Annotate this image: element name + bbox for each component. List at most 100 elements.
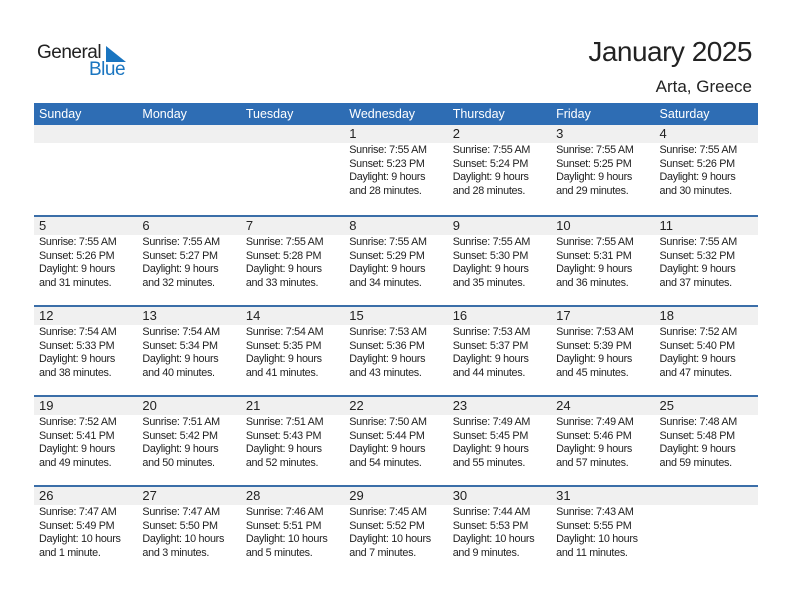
- sunset-text: Sunset: 5:28 PM: [245, 249, 322, 262]
- day-cell: Sunrise: 7:44 AM Sunset: 5:53 PM Daylight:…: [448, 505, 551, 560]
- sunset-text: Sunset: 5:32 PM: [659, 249, 736, 262]
- daylight2-text: and 40 minutes.: [142, 366, 215, 379]
- week-row: 12 13 14 15 16 17 18 Sunrise: 7:54 AM Sunset: 5:…: [34, 305, 758, 395]
- daylight2-text: and 43 minutes.: [349, 366, 422, 379]
- sunrise-text: Sunrise: 7:55 AM: [556, 236, 634, 248]
- day-cell: Sunrise: 7:53 AM Sunset: 5:39 PM Daylight:…: [551, 325, 654, 380]
- daylight2-text: and 52 minutes.: [245, 456, 319, 469]
- day-number-band: 19 20 21 22 23 24 25: [34, 397, 758, 415]
- day-cell: Sunrise: 7:51 AM Sunset: 5:42 PM Daylight:…: [137, 415, 240, 470]
- weekday-tuesday: Tuesday: [245, 107, 294, 121]
- day-number: 21: [245, 398, 261, 413]
- sunset-text: Sunset: 5:26 PM: [659, 157, 736, 170]
- daylight1-text: Daylight: 9 hours: [349, 263, 426, 275]
- daylight1-text: Daylight: 9 hours: [142, 353, 219, 365]
- sunrise-text: Sunrise: 7:44 AM: [452, 506, 531, 518]
- sunset-text: Sunset: 5:34 PM: [142, 339, 218, 352]
- day-number: 6: [142, 218, 150, 233]
- daylight1-text: Daylight: 9 hours: [452, 353, 529, 365]
- day-info-row: Sunrise: 7:54 AM Sunset: 5:33 PM Daylight:…: [34, 325, 758, 380]
- sunrise-text: Sunrise: 7:51 AM: [245, 416, 324, 428]
- daylight2-text: and 45 minutes.: [556, 366, 629, 379]
- sunset-text: Sunset: 5:35 PM: [245, 339, 322, 352]
- logo: General Blue: [37, 42, 137, 82]
- day-number: 9: [452, 218, 460, 233]
- day-number: 7: [245, 218, 254, 233]
- day-cell: Sunrise: 7:55 AM Sunset: 5:23 PM Daylight:…: [344, 143, 447, 198]
- day-cell: Sunrise: 7:50 AM Sunset: 5:44 PM Daylight:…: [344, 415, 447, 470]
- daylight2-text: and 3 minutes.: [142, 546, 210, 559]
- sunrise-text: Sunrise: 7:55 AM: [245, 236, 324, 248]
- daylight1-text: Daylight: 9 hours: [452, 171, 529, 183]
- week-row: 1 2 3 4 Sunrise: 7:55 AM Sunset: 5:23 PM Dayli…: [34, 125, 758, 215]
- logo-triangle-icon: [106, 46, 126, 62]
- sunrise-text: Sunrise: 7:55 AM: [349, 144, 427, 156]
- daylight2-text: and 32 minutes.: [142, 276, 215, 289]
- sunrise-text: Sunrise: 7:52 AM: [659, 326, 738, 338]
- sunset-text: Sunset: 5:30 PM: [452, 249, 529, 262]
- day-number-band: 5 6 7 8 9 10 11: [34, 217, 758, 235]
- sunrise-text: Sunrise: 7:45 AM: [349, 506, 427, 518]
- daylight2-text: and 55 minutes.: [452, 456, 526, 469]
- sunset-text: Sunset: 5:27 PM: [142, 249, 218, 262]
- day-number: 17: [556, 308, 571, 323]
- daylight1-text: Daylight: 9 hours: [556, 443, 633, 455]
- daylight1-text: Daylight: 9 hours: [39, 263, 115, 275]
- sunset-text: Sunset: 5:44 PM: [349, 429, 425, 442]
- daylight2-text: and 11 minutes.: [556, 546, 628, 559]
- daylight1-text: Daylight: 9 hours: [659, 263, 736, 275]
- day-number: 4: [659, 126, 667, 141]
- day-number: 29: [349, 488, 364, 503]
- day-cell: Sunrise: 7:51 AM Sunset: 5:43 PM Daylight:…: [241, 415, 344, 470]
- day-number: 27: [142, 488, 157, 503]
- sunset-text: Sunset: 5:55 PM: [556, 519, 632, 532]
- daylight1-text: Daylight: 9 hours: [349, 353, 426, 365]
- sunset-text: Sunset: 5:39 PM: [556, 339, 632, 352]
- sunset-text: Sunset: 5:41 PM: [39, 429, 115, 442]
- day-number: [241, 125, 344, 143]
- day-cell: Sunrise: 7:49 AM Sunset: 5:45 PM Daylight:…: [448, 415, 551, 470]
- sunset-text: Sunset: 5:52 PM: [349, 519, 425, 532]
- daylight2-text: and 35 minutes.: [452, 276, 526, 289]
- day-cell: Sunrise: 7:55 AM Sunset: 5:31 PM Daylight:…: [551, 235, 654, 290]
- sunrise-text: Sunrise: 7:53 AM: [452, 326, 531, 338]
- sunset-text: Sunset: 5:46 PM: [556, 429, 632, 442]
- day-number: 20: [142, 398, 157, 413]
- daylight2-text: and 34 minutes.: [349, 276, 422, 289]
- weekday-saturday: Saturday: [659, 107, 710, 121]
- day-cell: Sunrise: 7:47 AM Sunset: 5:50 PM Daylight:…: [137, 505, 240, 560]
- weekday-monday: Monday: [142, 107, 187, 121]
- daylight1-text: Daylight: 9 hours: [349, 171, 426, 183]
- day-info-row: Sunrise: 7:47 AM Sunset: 5:49 PM Daylight:…: [34, 505, 758, 560]
- daylight1-text: Daylight: 10 hours: [452, 533, 535, 545]
- daylight1-text: Daylight: 9 hours: [556, 171, 633, 183]
- sunrise-text: Sunrise: 7:55 AM: [452, 144, 531, 156]
- day-number-band: 12 13 14 15 16 17 18: [34, 307, 758, 325]
- sunrise-text: Sunrise: 7:51 AM: [142, 416, 220, 428]
- day-number-band: 1 2 3 4: [34, 125, 758, 143]
- day-number: 8: [349, 218, 357, 233]
- sunset-text: Sunset: 5:31 PM: [556, 249, 632, 262]
- daylight2-text: and 7 minutes.: [349, 546, 416, 559]
- week-row: 26 27 28 29 30 31 Sunrise: 7:47 AM Sunset: 5:49…: [34, 485, 758, 575]
- daylight1-text: Daylight: 9 hours: [659, 171, 736, 183]
- daylight1-text: Daylight: 9 hours: [142, 443, 219, 455]
- sunrise-text: Sunrise: 7:55 AM: [39, 236, 117, 248]
- weekday-wednesday: Wednesday: [349, 107, 416, 121]
- weekday-thursday: Thursday: [452, 107, 505, 121]
- week-row: 19 20 21 22 23 24 25 Sunrise: 7:52 AM Sunset: 5:…: [34, 395, 758, 485]
- daylight2-text: and 38 minutes.: [39, 366, 112, 379]
- day-cell: [655, 505, 758, 560]
- day-number: 2: [452, 126, 460, 141]
- daylight1-text: Daylight: 9 hours: [39, 353, 115, 365]
- day-number: 13: [142, 308, 157, 323]
- daylight2-text: and 59 minutes.: [659, 456, 733, 469]
- day-cell: Sunrise: 7:55 AM Sunset: 5:24 PM Daylight:…: [448, 143, 551, 198]
- daylight1-text: Daylight: 10 hours: [349, 533, 431, 545]
- day-cell: Sunrise: 7:55 AM Sunset: 5:30 PM Daylight:…: [448, 235, 551, 290]
- day-cell: Sunrise: 7:53 AM Sunset: 5:37 PM Daylight:…: [448, 325, 551, 380]
- day-cell: Sunrise: 7:52 AM Sunset: 5:40 PM Daylight:…: [655, 325, 758, 380]
- day-number: 25: [659, 398, 674, 413]
- day-number: 1: [349, 126, 357, 141]
- day-cell: Sunrise: 7:55 AM Sunset: 5:25 PM Daylight:…: [551, 143, 654, 198]
